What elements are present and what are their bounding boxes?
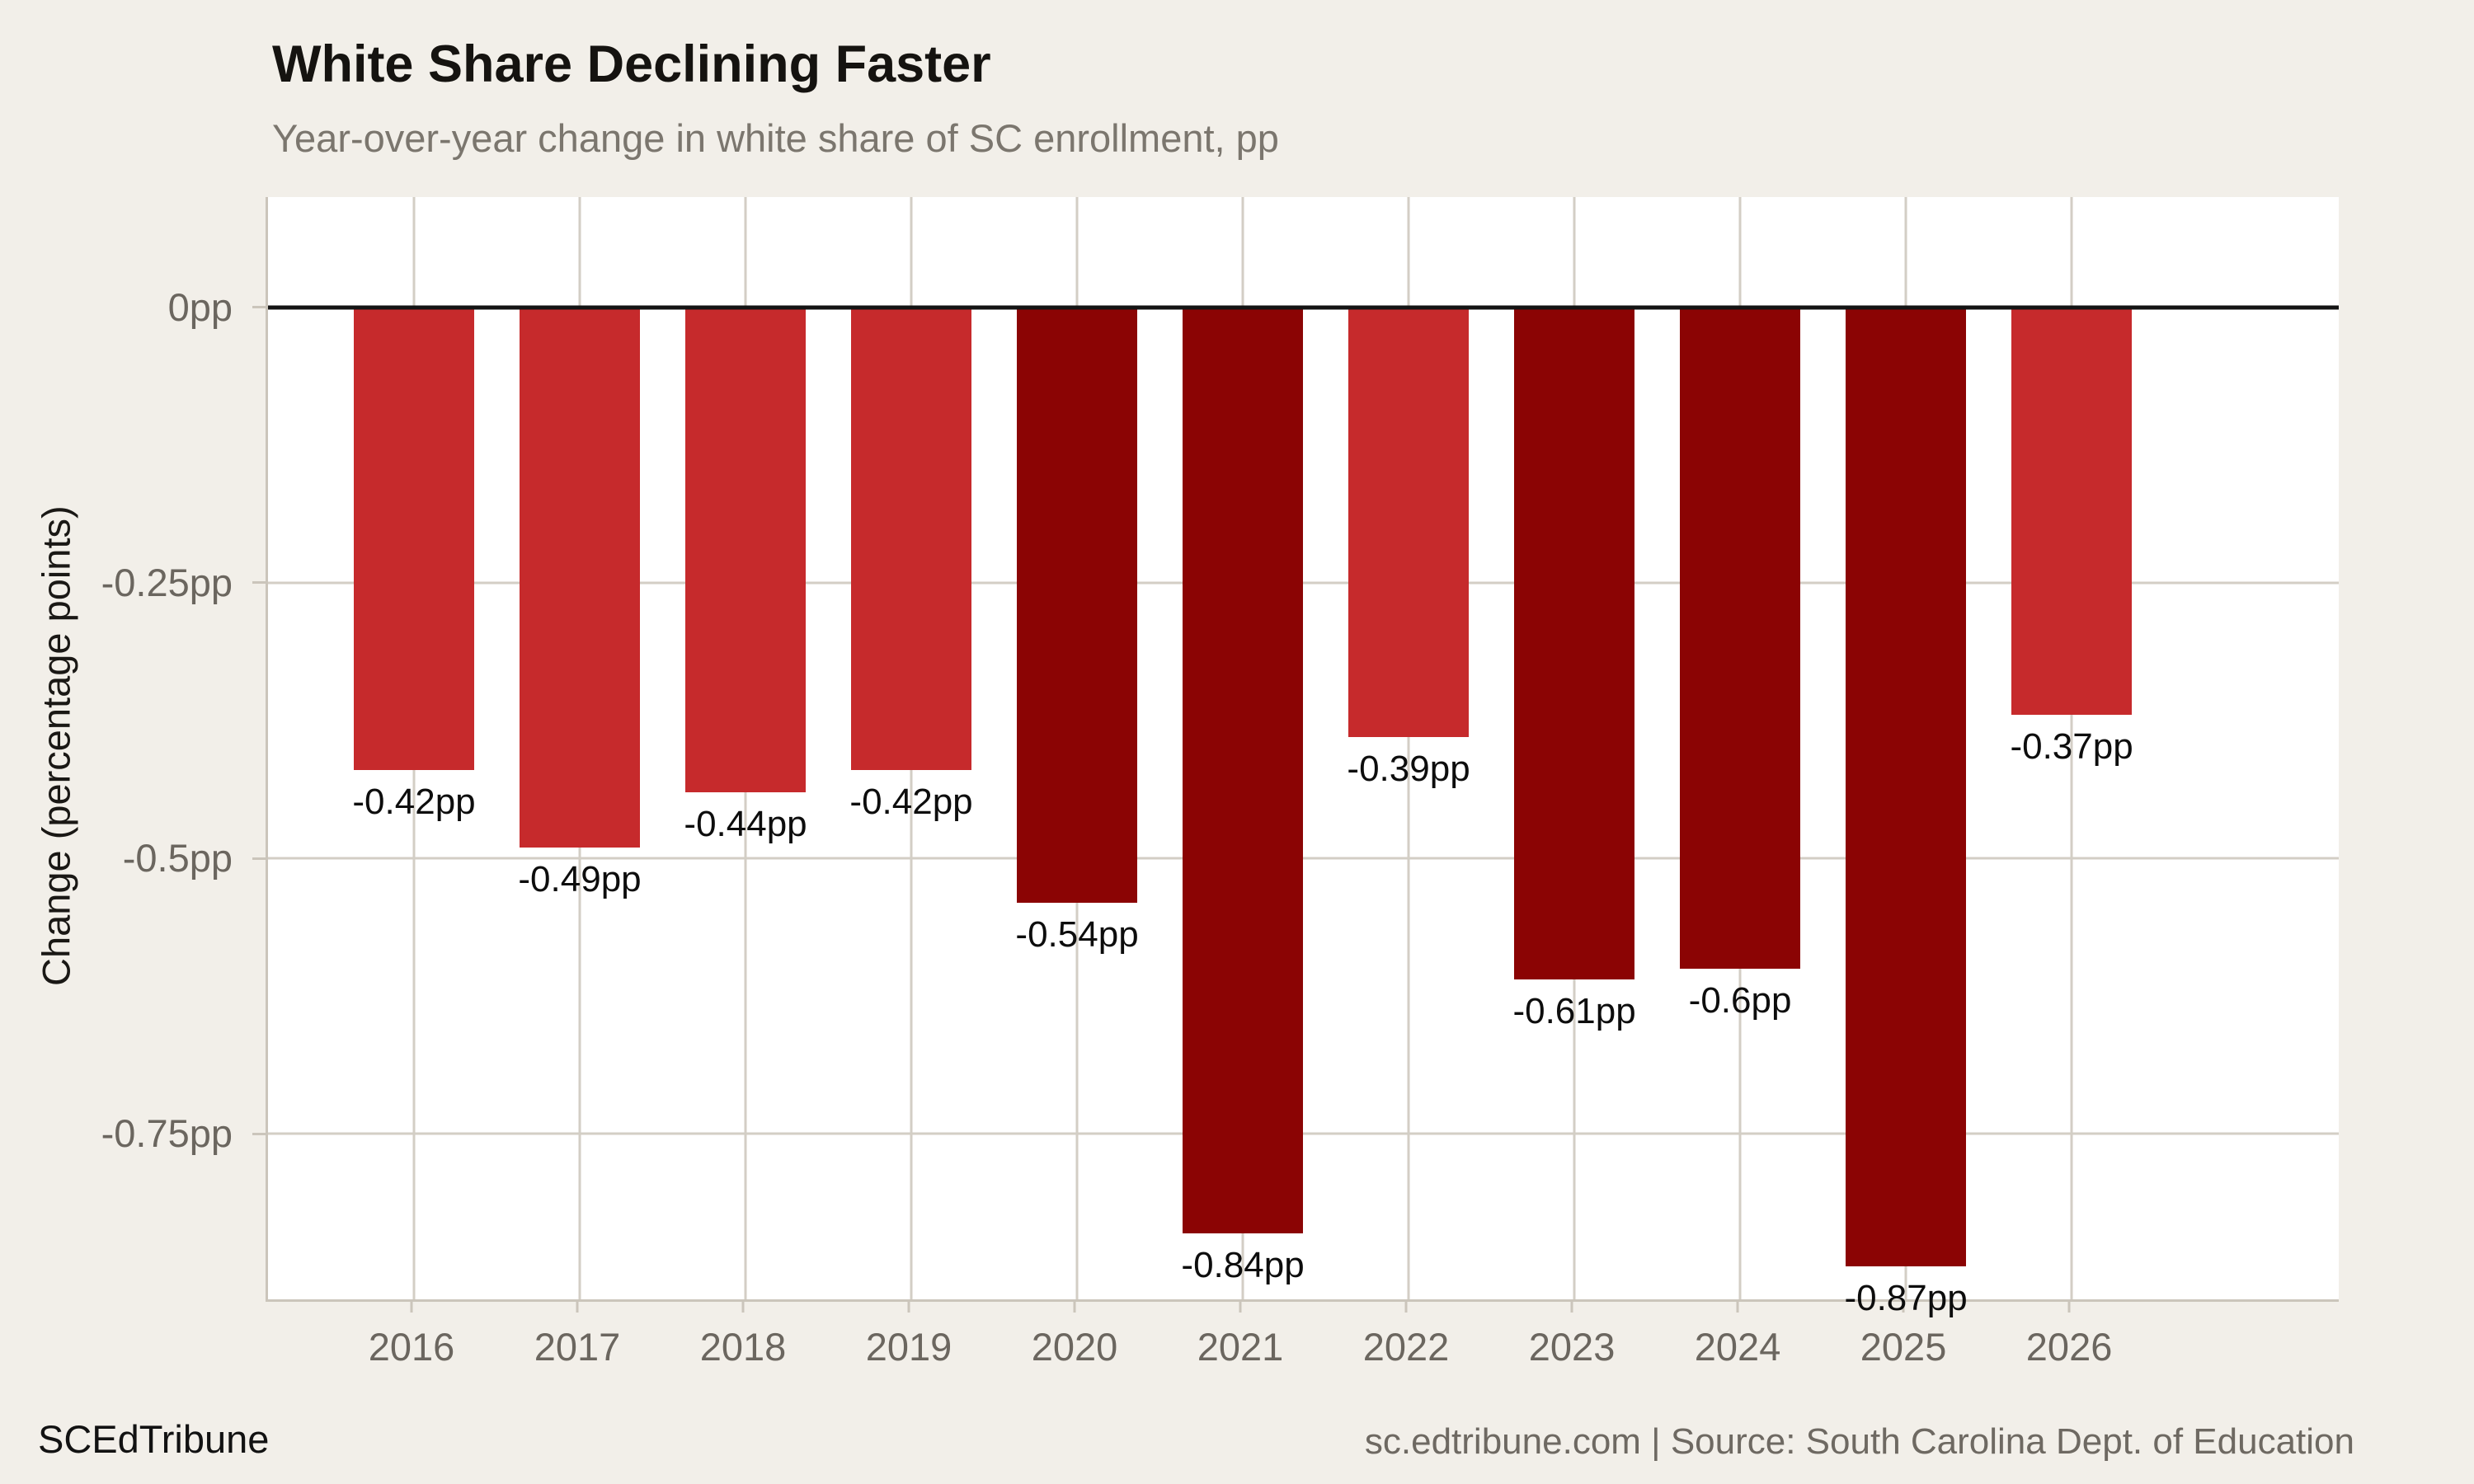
bar-2016 bbox=[354, 307, 475, 771]
x-tick-label-2017: 2017 bbox=[534, 1325, 621, 1369]
plot-panel: -0.42pp -0.49pp -0.44pp -0.42pp -0.54pp -0.84… bbox=[266, 197, 2339, 1318]
brand-logo-text: SCEdTribune bbox=[38, 1417, 270, 1461]
x-tick-label-2019: 2019 bbox=[865, 1325, 952, 1369]
bar-2026 bbox=[2011, 307, 2133, 716]
bar-2025 bbox=[1846, 307, 1967, 1266]
bar-2021 bbox=[1183, 307, 1304, 1233]
bar-label-2025: -0.87pp bbox=[1844, 1277, 1968, 1318]
bar-2020 bbox=[1017, 307, 1138, 903]
bar-label-2021: -0.84pp bbox=[1181, 1244, 1305, 1285]
bar-2022 bbox=[1348, 307, 1470, 738]
y-tick-mark bbox=[252, 857, 266, 860]
bar-2023 bbox=[1514, 307, 1635, 980]
zero-baseline bbox=[268, 305, 2339, 310]
x-tick-label-2024: 2024 bbox=[1694, 1325, 1781, 1369]
bar-label-2019: -0.42pp bbox=[849, 782, 973, 823]
x-tick-mark bbox=[1902, 1302, 1905, 1313]
x-tick-label-2020: 2020 bbox=[1031, 1325, 1118, 1369]
x-tick-mark bbox=[1073, 1302, 1076, 1313]
page-title: White Share Declining Faster bbox=[272, 35, 991, 93]
y-tick-mark bbox=[252, 581, 266, 585]
horizontal-gridline--0.5 bbox=[268, 857, 2339, 860]
bar-2017 bbox=[520, 307, 641, 848]
x-tick-mark bbox=[1239, 1302, 1242, 1313]
x-tick-label-2016: 2016 bbox=[368, 1325, 455, 1369]
vertical-gridline-2026 bbox=[2070, 197, 2073, 1299]
vertical-gridline-2022 bbox=[1407, 197, 1410, 1299]
bar-label-2022: -0.39pp bbox=[1347, 749, 1470, 790]
y-tick-mark bbox=[252, 306, 266, 309]
y-tick-label--0.25pp: -0.25pp bbox=[101, 560, 233, 604]
bar-label-2023: -0.61pp bbox=[1512, 991, 1636, 1032]
x-tick-mark bbox=[1570, 1302, 1573, 1313]
x-tick-label-2025: 2025 bbox=[1860, 1325, 1947, 1369]
x-tick-label-2026: 2026 bbox=[2025, 1325, 2113, 1369]
bar-2019 bbox=[851, 307, 972, 771]
bar-2024 bbox=[1680, 307, 1801, 969]
x-tick-mark bbox=[741, 1302, 745, 1313]
x-tick-mark bbox=[1736, 1302, 1739, 1313]
x-tick-label-2023: 2023 bbox=[1528, 1325, 1616, 1369]
bar-label-2024: -0.6pp bbox=[1688, 979, 1792, 1021]
horizontal-gridline--0.75 bbox=[268, 1132, 2339, 1135]
x-tick-mark bbox=[410, 1302, 413, 1313]
y-axis-title: Change (percentage points) bbox=[34, 505, 78, 987]
x-tick-mark bbox=[1404, 1302, 1408, 1313]
x-tick-mark bbox=[576, 1302, 579, 1313]
y-tick-label-0pp: 0pp bbox=[167, 284, 233, 329]
chart-subtitle: Year-over-year change in white share of … bbox=[272, 116, 1279, 160]
source-attribution: sc.edtribune.com | Source: South Carolin… bbox=[1364, 1421, 2354, 1462]
bar-label-2018: -0.44pp bbox=[684, 803, 807, 844]
y-tick-label--0.75pp: -0.75pp bbox=[101, 1111, 233, 1156]
horizontal-gridline--0.25 bbox=[268, 581, 2339, 585]
y-tick-label--0.5pp: -0.5pp bbox=[122, 836, 233, 881]
bar-2018 bbox=[685, 307, 807, 792]
y-tick-mark bbox=[252, 1132, 266, 1135]
bar-label-2026: -0.37pp bbox=[2010, 726, 2133, 768]
x-tick-label-2022: 2022 bbox=[1362, 1325, 1450, 1369]
bar-label-2016: -0.42pp bbox=[352, 782, 476, 823]
x-tick-mark bbox=[2067, 1302, 2071, 1313]
bar-label-2020: -0.54pp bbox=[1015, 913, 1139, 955]
bar-label-2017: -0.49pp bbox=[518, 858, 642, 899]
x-tick-label-2021: 2021 bbox=[1197, 1325, 1284, 1369]
x-tick-label-2018: 2018 bbox=[699, 1325, 787, 1369]
x-tick-mark bbox=[907, 1302, 910, 1313]
